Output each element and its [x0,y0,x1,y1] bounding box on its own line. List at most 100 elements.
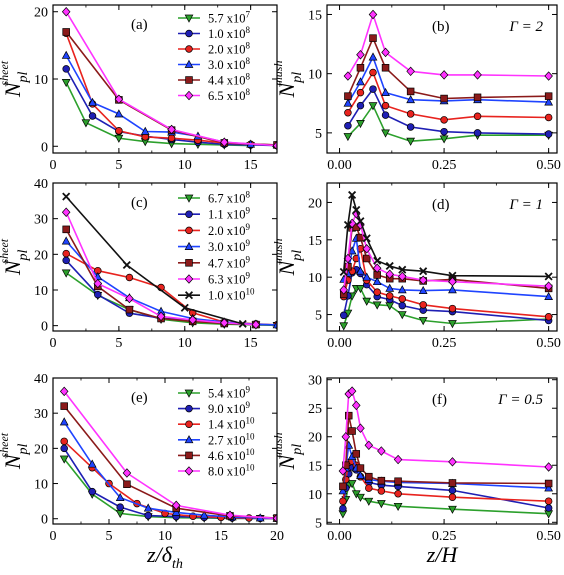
panel-label: (c) [131,195,148,211]
y-tick-label: 10 [34,73,48,88]
series-6 [343,9,553,81]
data-point [143,503,153,512]
y-tick-label: 5 [315,309,322,324]
legend-marker [185,451,193,460]
data-point [199,510,209,519]
series-line [343,238,549,298]
y-tick-label: 20 [308,431,322,446]
data-point [372,263,382,273]
x-tick-label: 5 [115,336,122,351]
series-line [347,55,549,104]
data-point [440,127,448,136]
data-point [448,505,457,514]
legend-marker [185,226,193,235]
data-point [544,92,553,100]
y-tick-label: 5 [315,516,322,531]
data-point [339,267,348,276]
data-point [544,313,553,321]
data-point [339,497,347,505]
data-point [356,470,365,479]
data-point [81,119,91,128]
data-point [406,137,416,146]
series-line [347,36,549,100]
data-point [188,315,197,325]
data-point [59,417,69,426]
data-point [448,271,457,280]
x-tick-label: 0 [50,336,57,351]
legend-label: 9.0 x109 [208,400,251,416]
legend-label: 3.0 x108 [208,56,251,72]
data-point [365,472,373,481]
legend-label: 5.7 x107 [208,10,251,26]
data-point [343,98,353,107]
x-tick-label: 5 [106,529,113,544]
data-point [122,468,132,478]
data-point [352,205,361,214]
y-tick-label: 40 [34,177,48,192]
y-axis-label: Nplsheet [0,60,31,98]
data-point [544,71,553,81]
data-point [338,486,348,495]
data-point [339,504,347,513]
data-point [544,281,553,291]
legend-label: 5.4 x109 [208,385,251,401]
data-point [385,283,395,292]
data-point [544,130,553,138]
series-2 [344,85,553,138]
data-point [62,65,70,73]
data-point [381,129,390,138]
data-point [448,304,457,313]
data-point [419,267,428,276]
data-point [88,112,97,120]
data-point [393,502,403,512]
data-point [140,126,150,135]
data-point [406,94,416,104]
y-tick-label: 5 [315,127,322,142]
data-point [272,513,277,524]
series-7 [339,190,553,281]
data-point [356,50,365,60]
y-tick-label: 0 [41,513,48,528]
panel-label: (b) [432,19,450,35]
plot-frame [326,377,558,525]
data-point [364,497,374,506]
legend-label: 1.1 x109 [208,206,251,222]
plot-frame [52,4,278,154]
y-tick-label: 20 [308,196,322,211]
legend-label: 1.4 x1010 [208,416,255,432]
data-point [62,192,71,201]
data-point [368,9,378,20]
data-point [87,459,97,468]
y-axis-label: Nplsheet [0,432,31,470]
y-axis-label: Nplmush [271,61,305,99]
data-point [372,301,382,310]
data-point [362,297,372,306]
legend-marker [185,29,193,38]
data-point [369,34,377,42]
data-point [369,68,377,77]
series-3 [344,68,553,124]
legend-marker [185,420,193,428]
data-point [440,116,448,124]
data-point [448,320,457,329]
legend-marker [185,259,193,267]
data-point [418,317,428,326]
data-point [473,93,482,102]
y-tick-label: 20 [34,248,48,263]
series-line [342,460,549,502]
data-point [406,110,415,118]
data-point [272,140,277,151]
data-point [171,500,181,511]
series-6 [339,208,553,295]
legend-marker [184,274,194,284]
data-point [544,272,553,281]
data-point [356,120,365,129]
legend-label: 1.0 x108 [208,25,251,41]
data-point [62,225,70,234]
x-tick-label: 10 [178,158,192,173]
data-point [122,260,131,270]
data-point [167,134,176,142]
y-tick-label: 30 [308,374,322,389]
